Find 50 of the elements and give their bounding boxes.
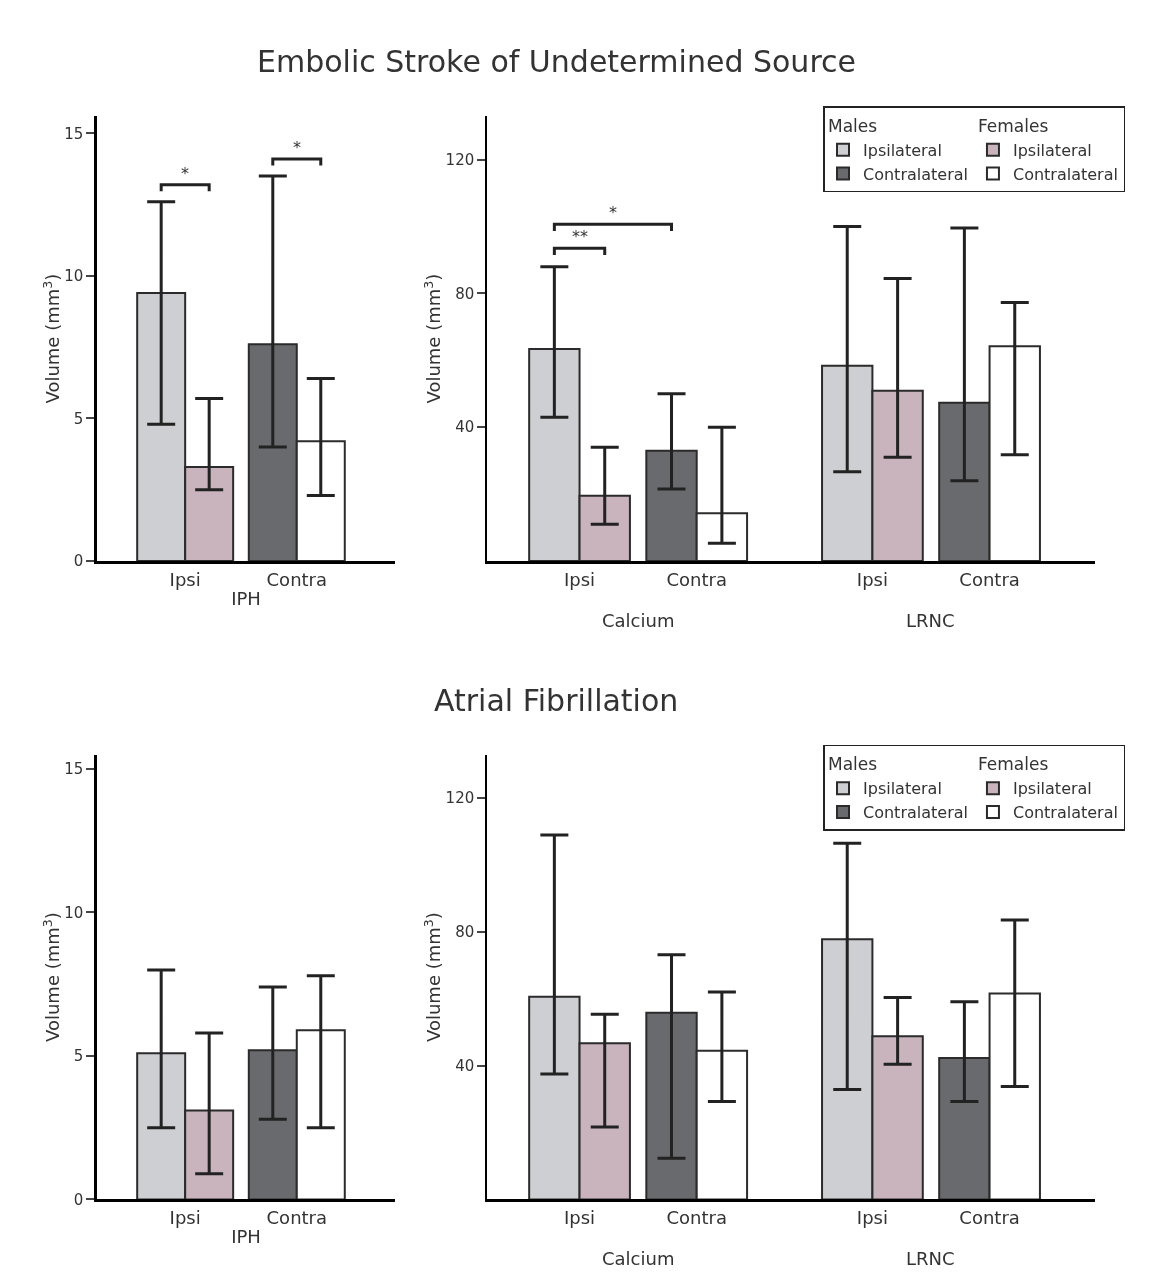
- y-tick-label: 5: [73, 409, 84, 428]
- y-tick-label: 120: [445, 150, 475, 169]
- legend-label: Ipsilateral: [1012, 779, 1092, 799]
- y-tick-label: 10: [64, 903, 84, 922]
- legend-label: Contralateral: [863, 164, 968, 184]
- x-tick-label: Contra: [959, 568, 1020, 590]
- x-axis-title: IPH: [231, 1226, 261, 1248]
- x-tick-label: Contra: [266, 568, 328, 590]
- y-tick-label: 80: [455, 284, 475, 303]
- x-tick-label: Contra: [666, 1207, 727, 1229]
- annotation: *: [293, 138, 301, 157]
- y-tick-label: 80: [455, 923, 475, 942]
- legend-label: Contralateral: [1012, 803, 1118, 823]
- y-tick-label: 120: [445, 789, 475, 808]
- text: LRNC: [906, 610, 955, 631]
- x-tick-label: Ipsi: [856, 1207, 888, 1229]
- x-tick-label: Contra: [959, 1207, 1020, 1229]
- chart-title: Atrial Fibrillation: [434, 683, 679, 718]
- text: Males: [828, 754, 878, 775]
- legend-label: Contralateral: [863, 803, 968, 823]
- y-tick-label: 15: [64, 760, 84, 779]
- x-axis-title: IPH: [231, 587, 261, 609]
- y-tick-label: 10: [64, 267, 84, 286]
- x-tick-label: Ipsi: [169, 568, 201, 590]
- x-tick-label: Ipsi: [856, 568, 888, 590]
- legend-label: Contralateral: [1012, 164, 1118, 184]
- text: Embolic Stroke of Undetermined Source: [257, 44, 857, 79]
- y-tick-label: 40: [455, 1056, 475, 1075]
- y-tick-label: 40: [455, 418, 475, 437]
- text: Calcium: [602, 610, 675, 631]
- text: Females: [977, 115, 1049, 136]
- text: LRNC: [906, 1248, 955, 1269]
- text: Females: [977, 754, 1049, 775]
- annotation: *: [609, 203, 617, 222]
- y-tick-label: 0: [73, 1190, 84, 1209]
- legend-label: Ipsilateral: [863, 140, 942, 160]
- text: Males: [828, 115, 878, 136]
- legend-label: Ipsilateral: [863, 779, 942, 799]
- x-tick-label: Contra: [266, 1207, 328, 1229]
- text: Calcium: [602, 1248, 675, 1269]
- y-tick-label: 5: [73, 1047, 84, 1066]
- annotation: *: [181, 164, 189, 183]
- y-tick-label: 15: [64, 124, 84, 143]
- x-tick-label: Contra: [666, 568, 727, 590]
- x-tick-label: Ipsi: [169, 1207, 201, 1229]
- legend-label: Ipsilateral: [1012, 140, 1092, 160]
- y-tick-label: 0: [73, 552, 84, 571]
- x-tick-label: Ipsi: [563, 1207, 596, 1229]
- annotation: **: [572, 227, 588, 246]
- x-tick-label: Ipsi: [563, 568, 596, 590]
